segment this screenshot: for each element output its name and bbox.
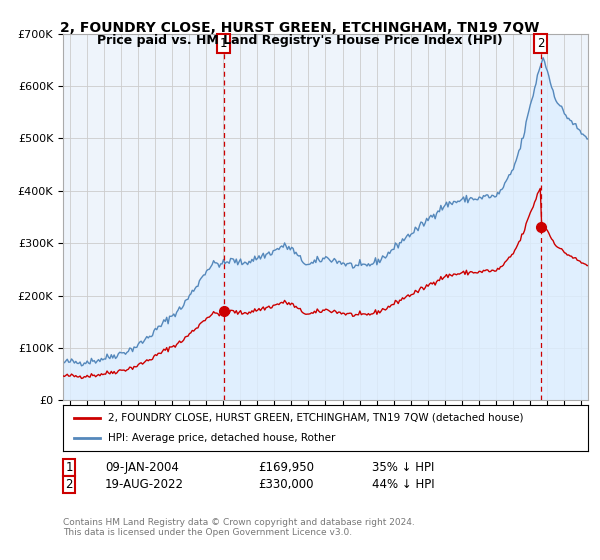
Text: 35% ↓ HPI: 35% ↓ HPI [372, 461, 434, 474]
Text: 2, FOUNDRY CLOSE, HURST GREEN, ETCHINGHAM, TN19 7QW (detached house): 2, FOUNDRY CLOSE, HURST GREEN, ETCHINGHA… [107, 413, 523, 423]
Text: 09-JAN-2004: 09-JAN-2004 [105, 461, 179, 474]
Text: 2, FOUNDRY CLOSE, HURST GREEN, ETCHINGHAM, TN19 7QW: 2, FOUNDRY CLOSE, HURST GREEN, ETCHINGHA… [61, 21, 539, 35]
Text: 44% ↓ HPI: 44% ↓ HPI [372, 478, 434, 491]
Text: £330,000: £330,000 [258, 478, 314, 491]
Text: Contains HM Land Registry data © Crown copyright and database right 2024.
This d: Contains HM Land Registry data © Crown c… [63, 518, 415, 538]
Text: £169,950: £169,950 [258, 461, 314, 474]
Text: 2: 2 [65, 478, 73, 491]
Text: HPI: Average price, detached house, Rother: HPI: Average price, detached house, Roth… [107, 433, 335, 443]
Text: 1: 1 [220, 38, 227, 50]
Text: Price paid vs. HM Land Registry's House Price Index (HPI): Price paid vs. HM Land Registry's House … [97, 34, 503, 46]
Text: 19-AUG-2022: 19-AUG-2022 [105, 478, 184, 491]
Text: 2: 2 [537, 38, 545, 50]
Text: 1: 1 [65, 461, 73, 474]
